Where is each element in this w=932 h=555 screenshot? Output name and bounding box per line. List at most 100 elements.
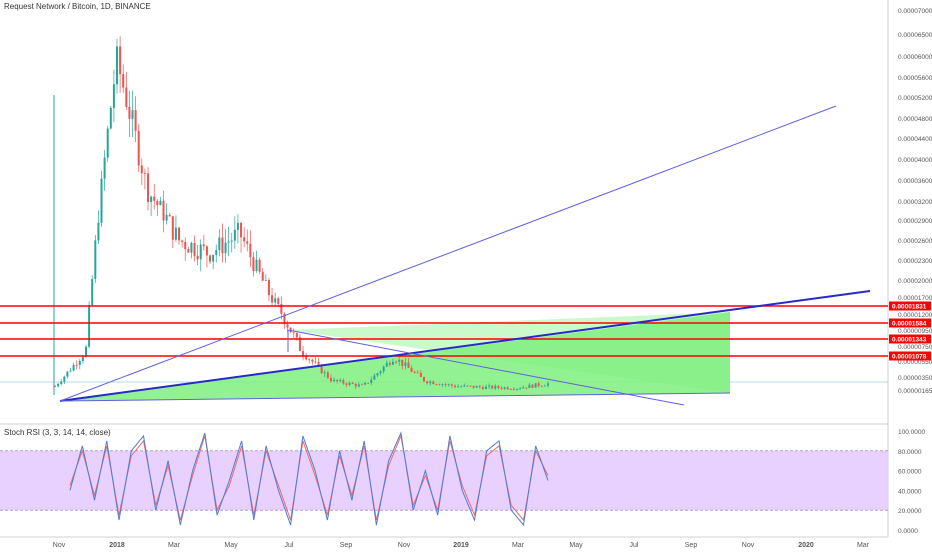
candle-body [168, 214, 171, 217]
candle-body [373, 375, 376, 380]
candle-body [227, 241, 230, 243]
candle-body [419, 373, 422, 378]
candle-body [267, 279, 270, 296]
thin-trendline [59, 105, 837, 402]
x-tick-label: Sep [340, 542, 353, 549]
candle-body [156, 200, 159, 206]
candle-body [488, 385, 491, 387]
candle-body [416, 372, 419, 374]
candle-body [69, 370, 72, 372]
stoch-tick-label: 60.0000 [898, 469, 922, 476]
y-tick-label: 0.00007000 [898, 8, 932, 15]
candle-body [519, 388, 522, 390]
candle-body [311, 359, 314, 362]
candle-body [72, 364, 75, 371]
candle-body [233, 229, 236, 241]
candle-body [122, 74, 125, 88]
candle-body [385, 362, 388, 367]
candle-body [370, 379, 373, 383]
y-tick-label: 0.00004000 [898, 157, 932, 164]
base-line [59, 392, 731, 402]
candle-body [215, 250, 218, 255]
candle-body [140, 165, 143, 174]
candle-body [457, 386, 460, 388]
candle-body [515, 388, 518, 390]
candle-body [460, 386, 463, 388]
y-tick-label: 0.00000165 [898, 388, 932, 395]
y-tick-label: 0.00000750 [898, 344, 932, 351]
indicator-title: Stoch RSI (3, 3, 14, 14, close) [4, 428, 111, 437]
candle-body [302, 351, 305, 356]
x-tick-label: Nov [398, 542, 411, 549]
candle-body [63, 376, 66, 382]
candle-body [81, 356, 84, 361]
candle-body [525, 387, 528, 389]
candle-body [190, 242, 193, 253]
candle-body [54, 386, 56, 388]
candle-body [432, 381, 435, 385]
candle-body [475, 386, 478, 388]
candle-body [150, 196, 153, 203]
candle-body [395, 361, 398, 363]
candle-body [274, 298, 277, 303]
candle-body [106, 128, 109, 158]
candle-body [469, 385, 472, 387]
candle-body [388, 362, 391, 365]
candle-body [280, 304, 283, 314]
price-label-bg [889, 351, 931, 361]
candle-body [97, 222, 100, 241]
candle-body [57, 384, 60, 387]
candle-body [199, 244, 202, 260]
x-tick-label: 2018 [109, 542, 125, 549]
candle-body [503, 387, 506, 389]
candle-body [94, 240, 97, 279]
y-tick-label: 0.00001200 [898, 312, 932, 319]
y-tick-label: 0.00006500 [898, 32, 932, 39]
x-tick-label: 2020 [798, 542, 814, 549]
candle-body [137, 130, 140, 166]
candle-body [357, 384, 360, 387]
candle-body [336, 379, 339, 382]
y-tick-label: 0.00001700 [898, 295, 932, 302]
candle-body [481, 387, 484, 390]
descending-line [287, 329, 685, 406]
candle-body [367, 382, 370, 384]
candle-body [450, 384, 453, 386]
candle-body [509, 389, 512, 390]
x-tick-label: Sep [685, 542, 698, 549]
y-tick-label: 0.00000550 [898, 359, 932, 366]
candle-body [531, 384, 534, 388]
candle-body [407, 362, 410, 368]
candle-body [472, 385, 475, 388]
candle-body [212, 254, 215, 262]
x-tick-label: Nov [53, 542, 66, 549]
candle-body [230, 240, 233, 242]
candle-body [116, 46, 119, 85]
price-label: 0.00001831 [892, 304, 927, 311]
candle-body [202, 244, 205, 247]
y-tick-label: 0.00000950 [898, 328, 932, 335]
candle-body [264, 279, 267, 281]
candle-body [323, 372, 326, 374]
candle-body [494, 385, 497, 389]
y-tick-label: 0.00004800 [898, 116, 932, 123]
candle-body [447, 384, 450, 386]
candle-body [91, 278, 94, 306]
candle-body [171, 216, 174, 240]
x-tick-label: May [569, 542, 583, 549]
candle-body [512, 389, 515, 391]
candle-body [181, 240, 184, 242]
y-tick-label: 0.00002600 [898, 238, 932, 245]
y-tick-label: 0.00003600 [898, 178, 932, 185]
candle-body [174, 227, 177, 240]
x-tick-label: Mar [857, 542, 870, 549]
candle-body [298, 337, 301, 352]
stoch-tick-label: 80.0000 [898, 449, 922, 456]
candle-body [534, 383, 537, 388]
candle-body [401, 359, 404, 366]
y-tick-label: 0.00005200 [898, 95, 932, 102]
candle-body [119, 46, 122, 75]
candle-body [438, 384, 441, 386]
